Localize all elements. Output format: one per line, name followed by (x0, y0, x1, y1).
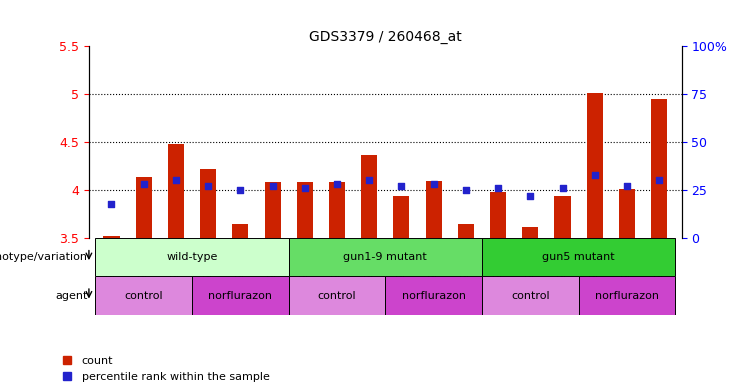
Point (363, 177, 375, 184)
Bar (168, 144, 184, 238)
Text: norflurazon: norflurazon (595, 291, 659, 301)
Bar (104, 236, 119, 238)
Text: control: control (511, 291, 550, 301)
Bar (651, 99, 667, 238)
Bar (393, 196, 410, 238)
Legend: count, percentile rank within the sample: count, percentile rank within the sample (57, 351, 274, 384)
Point (621, 183, 633, 189)
Bar (361, 154, 377, 238)
Point (396, 183, 408, 189)
FancyBboxPatch shape (289, 276, 385, 315)
Bar (490, 192, 506, 238)
Bar (619, 189, 635, 238)
Point (525, 193, 536, 199)
Bar (587, 93, 602, 238)
Point (331, 181, 343, 187)
Text: agent: agent (55, 291, 87, 301)
Point (170, 177, 182, 184)
Text: norflurazon: norflurazon (208, 291, 273, 301)
Point (138, 181, 150, 187)
Bar (232, 223, 248, 238)
Bar (458, 223, 474, 238)
Text: control: control (124, 291, 163, 301)
Bar (136, 177, 152, 238)
Point (105, 200, 117, 207)
Point (492, 185, 504, 191)
Point (234, 187, 246, 193)
Text: gun5 mutant: gun5 mutant (542, 252, 615, 262)
Title: GDS3379 / 260468_at: GDS3379 / 260468_at (309, 30, 462, 44)
Point (556, 185, 568, 191)
Bar (522, 227, 539, 238)
Bar (296, 182, 313, 238)
FancyBboxPatch shape (579, 276, 675, 315)
Bar (425, 182, 442, 238)
FancyBboxPatch shape (96, 238, 289, 276)
FancyBboxPatch shape (482, 238, 675, 276)
Point (202, 183, 214, 189)
FancyBboxPatch shape (192, 276, 289, 315)
Point (428, 181, 439, 187)
Point (654, 177, 665, 184)
Text: control: control (318, 291, 356, 301)
FancyBboxPatch shape (482, 276, 579, 315)
Point (460, 187, 472, 193)
Bar (200, 169, 216, 238)
FancyBboxPatch shape (289, 238, 482, 276)
Text: wild-type: wild-type (166, 252, 218, 262)
Bar (265, 182, 281, 238)
Text: genotype/variation: genotype/variation (0, 252, 87, 262)
Point (299, 185, 310, 191)
Bar (554, 196, 571, 238)
Point (589, 172, 601, 178)
Text: norflurazon: norflurazon (402, 291, 465, 301)
FancyBboxPatch shape (96, 276, 192, 315)
Bar (329, 182, 345, 238)
Point (267, 183, 279, 189)
FancyBboxPatch shape (385, 276, 482, 315)
Text: gun1-9 mutant: gun1-9 mutant (343, 252, 428, 262)
